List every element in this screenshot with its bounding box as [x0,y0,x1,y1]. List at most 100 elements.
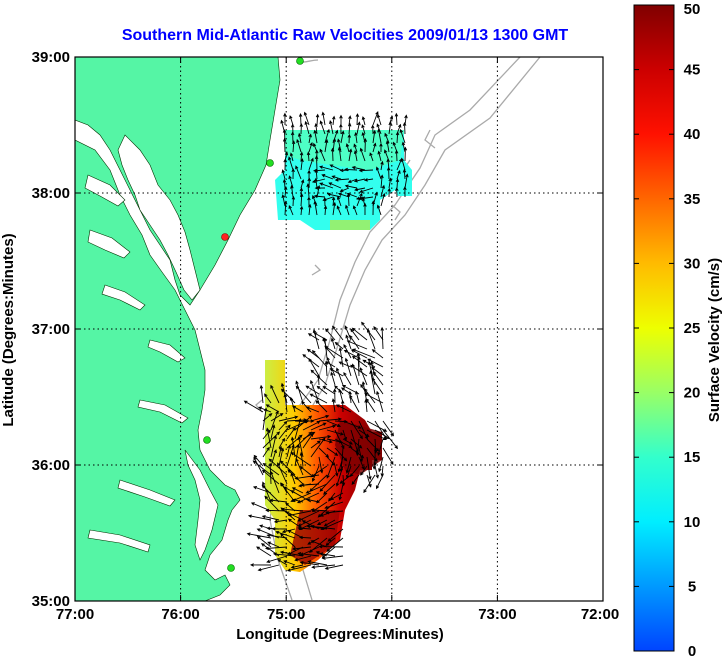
velocity-arrow [280,533,296,548]
velocity-arrow [372,371,384,386]
velocity-arrow [306,498,320,503]
velocity-arrow [395,178,400,189]
velocity-arrow [282,178,287,189]
velocity-arrow [331,175,342,180]
velocity-arrow [355,390,360,404]
velocity-arrow [313,200,318,216]
velocity-arrow [292,546,312,551]
velocity-arrow [307,333,320,341]
velocity-arrow [297,526,312,530]
velocity-arrow [246,532,272,539]
velocity-arrow [388,177,392,189]
velocity-arrow [347,178,358,184]
colorbar-tick-label: 10 [684,514,701,531]
velocity-arrow [386,166,391,180]
colorbar-tick-label: 40 [684,126,701,143]
velocity-arrow [332,201,337,216]
velocity-arrow [356,352,360,377]
velocity-arrow [329,492,344,500]
velocity-arrow [334,341,344,350]
station-markers [203,57,304,572]
velocity-arrow [305,406,320,413]
velocity-arrow [380,160,384,171]
velocity-arrow [314,123,318,135]
velocity-arrow [369,152,374,162]
velocity-arrow [297,436,304,458]
velocity-arrow [288,175,294,189]
velocity-arrow [294,444,301,467]
velocity-arrow [280,388,296,404]
x-tick-label: 77:00 [56,606,94,623]
velocity-arrow [339,187,350,193]
velocity-arrow [375,166,382,180]
velocity-arrow [306,151,311,162]
velocity-arrow [334,429,345,450]
y-axis-label: Latitude (Degrees:Minutes) [0,233,17,426]
velocity-arrow [366,429,387,440]
velocity-arrow [336,195,342,207]
velocity-arrow [365,398,376,413]
velocity-arrow [265,404,280,413]
velocity-arrow [319,148,326,162]
velocity-arrow [384,132,390,144]
station-marker [221,233,229,241]
velocity-arrow [330,337,336,350]
velocity-arrow [338,361,352,368]
velocity-arrow [363,178,374,182]
velocity-arrow [350,447,365,459]
velocity-arrow [308,141,313,153]
velocity-arrow [270,424,276,440]
velocity-arrow [268,458,288,476]
velocity-arrow [322,385,336,395]
velocity-arrow [319,165,334,171]
velocity-arrow [264,495,280,512]
velocity-arrow [252,486,272,494]
velocity-arrow [335,367,344,386]
velocity-arrow [340,399,345,413]
colorbar-tick-label: 15 [684,449,701,466]
velocity-arrow [310,440,321,449]
x-axis-label: Longitude (Degrees:Minutes) [236,626,444,643]
velocity-arrow [401,141,406,153]
velocity-arrow [344,184,358,189]
velocity-arrow [282,137,287,153]
colorbar-tick-label: 20 [684,385,701,402]
velocity-arrow [279,460,296,476]
velocity-arrow [298,113,303,126]
station-marker [227,564,235,572]
velocity-arrow [396,169,401,180]
velocity-arrow [326,456,336,479]
x-tick-labels: 77:00 76:00 75:00 74:00 73:00 72:00 [56,606,619,623]
velocity-arrow [334,465,339,477]
velocity-arrow [318,424,337,431]
velocity-arrow [326,192,342,198]
velocity-arrow [367,358,384,368]
velocity-arrow [310,508,328,512]
velocity-arrow [299,151,304,162]
velocity-arrow [309,379,320,404]
colorbar-tick-label: 30 [684,255,701,272]
velocity-arrow [388,121,393,135]
velocity-arrow [352,205,358,216]
velocity-arrow [342,420,362,429]
velocity-arrow [294,418,302,440]
velocity-arrow [318,544,344,549]
velocity-arrow [259,384,264,404]
velocity-arrow [338,483,344,501]
velocity-arrow [280,482,296,503]
velocity-arrow [300,158,304,171]
velocity-arrow [299,560,320,566]
colorbar-ticks: 0 5 10 15 20 25 30 35 40 45 50 [634,1,700,659]
velocity-arrow [352,348,376,359]
x-tick-label: 74:00 [373,606,411,623]
velocity-arrow [261,469,280,485]
velocity-arrow [262,431,281,449]
velocity-arrow [324,139,329,153]
velocity-arrow [319,120,326,135]
velocity-arrow [382,429,399,450]
velocity-arrow [313,194,326,198]
velocity-arrow [265,427,272,449]
velocity-arrow [310,422,327,431]
velocity-arrow [286,444,291,458]
x-tick-label: 75:00 [267,606,305,623]
